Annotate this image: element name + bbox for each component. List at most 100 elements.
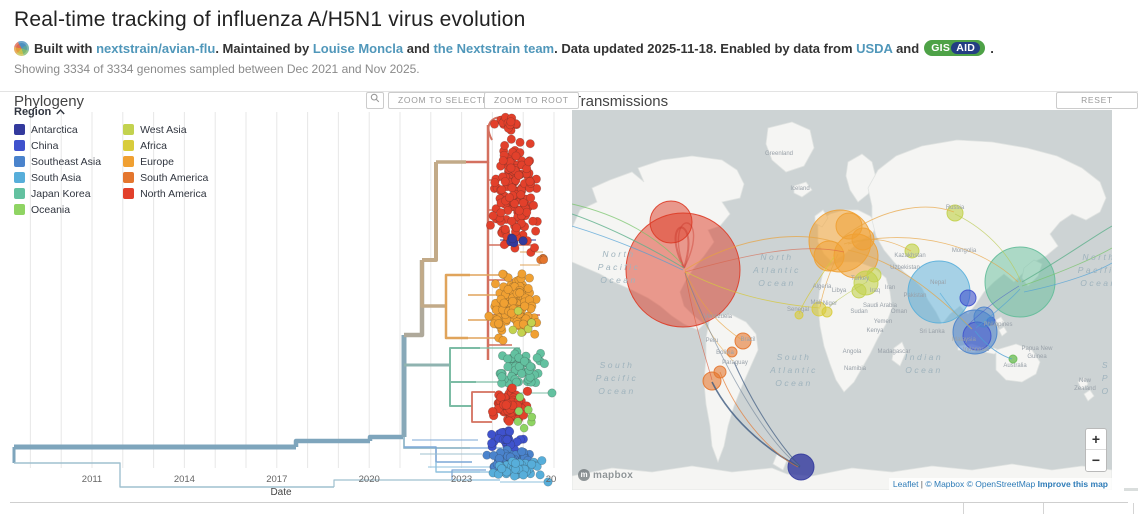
legend-item-north-america[interactable]: North America — [123, 187, 208, 200]
svg-text:Yemen: Yemen — [874, 319, 892, 325]
legend-item-west-asia[interactable]: West Asia — [123, 124, 208, 136]
svg-text:Paraguay: Paraguay — [722, 360, 748, 366]
legend-item-europe[interactable]: Europe — [123, 155, 208, 168]
map-zoom-out-button[interactable]: − — [1086, 450, 1106, 471]
svg-text:Ocean: Ocean — [1080, 278, 1112, 288]
cutoff-panel-edge — [963, 503, 964, 514]
svg-text:Uzbekistan: Uzbekistan — [890, 265, 920, 271]
svg-text:S: S — [1102, 360, 1110, 370]
svg-text:Australia: Australia — [1003, 363, 1027, 369]
svg-text:Pacific: Pacific — [598, 262, 641, 272]
legend-toggle[interactable]: Region — [14, 106, 208, 118]
panels-divider — [0, 91, 1138, 92]
legend-swatch — [14, 124, 25, 135]
svg-text:Ocean: Ocean — [775, 378, 813, 388]
improve-map-link[interactable]: Improve this map — [1037, 479, 1108, 489]
section-divider — [10, 502, 1128, 503]
svg-text:Mali: Mali — [810, 300, 821, 306]
svg-text:Algeria: Algeria — [813, 284, 832, 290]
tree-legend: Region Antarctica China Southeast Asia Sout… — [14, 106, 208, 216]
byline-link[interactable]: USDA — [856, 40, 893, 56]
svg-text:Bolivia: Bolivia — [716, 350, 734, 356]
transmissions-map[interactable]: North Pacific Ocean North Atlantic Ocean South… — [572, 110, 1112, 490]
legend-label: Africa — [140, 139, 167, 152]
phylogeny-tree[interactable]: 2011 2014 2017 2020 2023 20 Date — [0, 110, 562, 502]
svg-text:Peru: Peru — [706, 338, 719, 344]
tree-search-button[interactable] — [366, 92, 384, 109]
deme-west-asia — [946, 204, 964, 222]
svg-text:O: O — [1101, 386, 1110, 396]
byline-link[interactable]: the Nextstrain team — [433, 40, 555, 56]
legend-swatch — [123, 140, 135, 151]
map-zoom-in-button[interactable]: + — [1086, 429, 1106, 450]
deme-africa — [821, 306, 833, 318]
legend-item-south-asia[interactable]: South Asia — [14, 171, 101, 184]
svg-text:South: South — [777, 352, 812, 362]
tree-svg[interactable]: 2011 2014 2017 2020 2023 20 Date — [0, 110, 562, 502]
legend-swatch — [123, 172, 135, 183]
svg-text:Ocean: Ocean — [600, 275, 638, 285]
deme-japan-korea — [984, 246, 1056, 318]
svg-text:Ocean: Ocean — [905, 365, 943, 375]
svg-text:New: New — [1079, 378, 1092, 384]
deme-china — [959, 289, 977, 307]
svg-text:Russia: Russia — [946, 205, 965, 211]
svg-text:Pacific: Pacific — [1078, 265, 1112, 275]
svg-text:Angola: Angola — [843, 349, 862, 355]
legend-item-japan-korea[interactable]: Japan Korea — [14, 188, 101, 200]
deme-europe — [813, 240, 845, 272]
legend-label: Southeast Asia — [31, 155, 102, 168]
byline-link[interactable]: nextstrain/avian-flu — [96, 40, 216, 56]
legend-swatch — [14, 188, 25, 199]
svg-text:Atlantic: Atlantic — [769, 365, 818, 375]
legend-item-south-america[interactable]: South America — [123, 172, 208, 184]
leaflet-link[interactable]: Leaflet — [892, 479, 919, 489]
svg-text:Pakistan: Pakistan — [903, 293, 926, 299]
legend-item-oceania[interactable]: Oceania — [14, 204, 101, 216]
legend-swatch — [14, 172, 25, 183]
mapbox-logo[interactable]: m mapbox — [578, 469, 633, 481]
legend-label: Antarctica — [31, 123, 78, 136]
cutoff-panel-edge — [1133, 503, 1134, 514]
deme-west-asia — [866, 267, 882, 283]
svg-text:2011: 2011 — [82, 474, 102, 485]
legend-swatch — [123, 156, 135, 167]
svg-text:20: 20 — [546, 474, 557, 485]
svg-text:North: North — [1082, 252, 1112, 262]
legend-label: North America — [140, 187, 207, 200]
nextstrain-logo-icon — [14, 40, 29, 56]
map-svg[interactable]: North Pacific Ocean North Atlantic Ocean South… — [572, 110, 1112, 490]
byline-link[interactable]: Louise Moncla — [312, 40, 404, 56]
legend-item-antarctica[interactable]: Antarctica — [14, 123, 101, 136]
svg-text:Kenya: Kenya — [866, 328, 884, 334]
deme-south-america — [734, 332, 752, 350]
svg-text:Iceland: Iceland — [790, 186, 809, 192]
osm-link[interactable]: © OpenStreetMap — [966, 479, 1038, 489]
legend-label: South Asia — [31, 171, 82, 184]
zoom-to-root-button[interactable]: ZOOM TO ROOT — [484, 92, 579, 109]
transmissions-panel-title: Transmissions — [572, 93, 669, 110]
legend-item-china[interactable]: China — [14, 140, 101, 152]
svg-text:2020: 2020 — [359, 474, 380, 485]
map-zoom-control: + − — [1085, 428, 1107, 472]
mapbox-link[interactable]: © Mapbox — [925, 479, 967, 489]
svg-text:Madagascar: Madagascar — [877, 349, 910, 355]
svg-text:Venezuela: Venezuela — [704, 314, 733, 320]
legend-label: Europe — [140, 155, 174, 168]
svg-text:Turkey: Turkey — [851, 276, 869, 282]
svg-text:North: North — [602, 249, 635, 259]
search-icon — [370, 93, 380, 103]
svg-text:Zealand: Zealand — [1074, 386, 1096, 392]
svg-text:Philippines: Philippines — [983, 322, 1012, 328]
legend-swatch — [123, 124, 135, 135]
deme-southeast-asia — [973, 306, 995, 328]
svg-text:Libya: Libya — [832, 288, 847, 294]
svg-text:Date: Date — [270, 487, 292, 498]
svg-text:Namibia: Namibia — [844, 366, 867, 372]
svg-text:Saudi Arabia: Saudi Arabia — [863, 303, 898, 309]
reset-zoom-button[interactable]: RESET ZOOM — [1056, 92, 1138, 120]
gisaid-logo[interactable]: GIS AID — [924, 40, 986, 56]
legend-item-southeast-asia[interactable]: Southeast Asia — [14, 155, 102, 168]
legend-item-africa[interactable]: Africa — [123, 139, 208, 152]
